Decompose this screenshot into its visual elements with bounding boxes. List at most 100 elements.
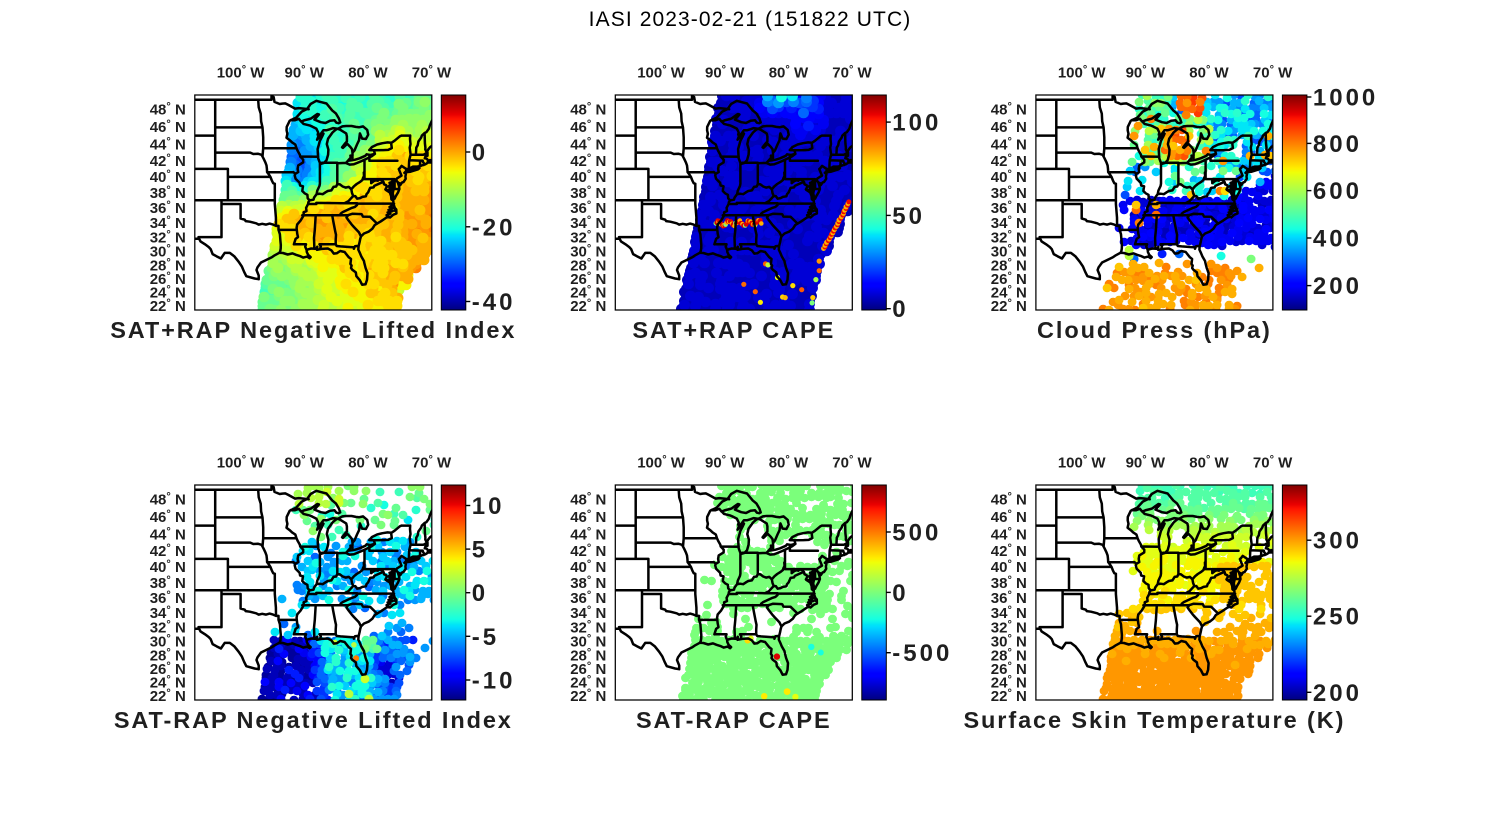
svg-text:42° N: 42° N xyxy=(570,153,606,171)
svg-text:32° N: 32° N xyxy=(570,619,606,637)
svg-text:36° N: 36° N xyxy=(991,200,1027,218)
svg-text:24° N: 24° N xyxy=(150,674,186,692)
svg-text:-500: -500 xyxy=(892,640,952,667)
svg-text:24° N: 24° N xyxy=(570,674,606,692)
svg-text:0: 0 xyxy=(472,580,488,607)
svg-text:28° N: 28° N xyxy=(570,257,606,275)
svg-text:100° W: 100° W xyxy=(1058,454,1107,472)
svg-text:100° W: 100° W xyxy=(217,64,266,82)
svg-text:90° W: 90° W xyxy=(284,64,324,82)
svg-text:38° N: 38° N xyxy=(570,574,606,592)
svg-text:48° N: 48° N xyxy=(570,101,606,119)
svg-text:44° N: 44° N xyxy=(570,526,606,544)
svg-text:44° N: 44° N xyxy=(570,136,606,154)
svg-text:Cloud Press (hPa): Cloud Press (hPa) xyxy=(1037,317,1272,343)
svg-text:400: 400 xyxy=(1313,226,1362,253)
svg-text:50: 50 xyxy=(892,203,925,230)
svg-text:40° N: 40° N xyxy=(991,169,1027,187)
svg-text:48° N: 48° N xyxy=(150,491,186,509)
svg-text:34° N: 34° N xyxy=(150,214,186,232)
svg-text:42° N: 42° N xyxy=(570,543,606,561)
svg-text:30° N: 30° N xyxy=(570,633,606,651)
svg-text:24° N: 24° N xyxy=(991,284,1027,302)
svg-text:0: 0 xyxy=(892,296,908,323)
svg-text:26° N: 26° N xyxy=(991,271,1027,289)
svg-text:42° N: 42° N xyxy=(150,543,186,561)
svg-text:70° W: 70° W xyxy=(412,454,452,472)
svg-text:IASI 2023-02-21 (151822 UTC): IASI 2023-02-21 (151822 UTC) xyxy=(589,8,912,31)
svg-text:26° N: 26° N xyxy=(570,661,606,679)
svg-text:26° N: 26° N xyxy=(150,271,186,289)
svg-text:90° W: 90° W xyxy=(705,454,745,472)
svg-text:40° N: 40° N xyxy=(991,559,1027,577)
svg-text:80° W: 80° W xyxy=(348,454,388,472)
svg-text:22° N: 22° N xyxy=(150,687,186,705)
svg-text:38° N: 38° N xyxy=(150,184,186,202)
svg-text:48° N: 48° N xyxy=(150,101,186,119)
svg-text:46° N: 46° N xyxy=(991,509,1027,527)
svg-text:SAT-RAP Negative Lifted Index: SAT-RAP Negative Lifted Index xyxy=(114,707,513,733)
svg-text:80° W: 80° W xyxy=(769,454,809,472)
svg-text:80° W: 80° W xyxy=(769,64,809,82)
svg-text:30° N: 30° N xyxy=(991,633,1027,651)
svg-text:30° N: 30° N xyxy=(150,243,186,261)
svg-text:90° W: 90° W xyxy=(705,64,745,82)
svg-text:-40: -40 xyxy=(472,289,516,316)
svg-text:34° N: 34° N xyxy=(991,214,1027,232)
svg-text:36° N: 36° N xyxy=(570,590,606,608)
svg-text:46° N: 46° N xyxy=(150,119,186,137)
svg-text:300: 300 xyxy=(1313,528,1362,555)
svg-text:100: 100 xyxy=(892,110,941,137)
svg-text:100° W: 100° W xyxy=(637,454,686,472)
svg-text:100° W: 100° W xyxy=(1058,64,1107,82)
svg-text:0: 0 xyxy=(472,140,488,167)
svg-text:34° N: 34° N xyxy=(570,214,606,232)
svg-text:46° N: 46° N xyxy=(991,119,1027,137)
svg-text:24° N: 24° N xyxy=(991,674,1027,692)
svg-text:38° N: 38° N xyxy=(991,184,1027,202)
svg-text:44° N: 44° N xyxy=(991,136,1027,154)
svg-text:34° N: 34° N xyxy=(570,604,606,622)
svg-text:24° N: 24° N xyxy=(570,284,606,302)
svg-text:42° N: 42° N xyxy=(991,153,1027,171)
svg-text:10: 10 xyxy=(472,493,505,520)
svg-text:800: 800 xyxy=(1313,131,1362,158)
svg-text:0: 0 xyxy=(892,580,908,607)
svg-text:34° N: 34° N xyxy=(150,604,186,622)
svg-text:48° N: 48° N xyxy=(570,491,606,509)
svg-text:44° N: 44° N xyxy=(150,136,186,154)
svg-text:30° N: 30° N xyxy=(570,243,606,261)
svg-text:Surface Skin Temperature (K): Surface Skin Temperature (K) xyxy=(963,707,1345,733)
svg-text:28° N: 28° N xyxy=(150,647,186,665)
svg-text:42° N: 42° N xyxy=(150,153,186,171)
svg-text:22° N: 22° N xyxy=(991,687,1027,705)
svg-text:90° W: 90° W xyxy=(1126,454,1166,472)
svg-text:500: 500 xyxy=(892,520,941,547)
svg-text:46° N: 46° N xyxy=(570,509,606,527)
svg-text:SAT-RAP CAPE: SAT-RAP CAPE xyxy=(636,707,832,733)
svg-text:22° N: 22° N xyxy=(570,297,606,315)
svg-text:80° W: 80° W xyxy=(1189,64,1229,82)
svg-text:34° N: 34° N xyxy=(991,604,1027,622)
svg-text:40° N: 40° N xyxy=(570,169,606,187)
svg-text:28° N: 28° N xyxy=(570,647,606,665)
svg-text:26° N: 26° N xyxy=(570,271,606,289)
svg-text:200: 200 xyxy=(1313,273,1362,300)
svg-text:32° N: 32° N xyxy=(150,229,186,247)
svg-text:38° N: 38° N xyxy=(570,184,606,202)
svg-text:28° N: 28° N xyxy=(150,257,186,275)
svg-text:250: 250 xyxy=(1313,604,1362,631)
svg-text:46° N: 46° N xyxy=(570,119,606,137)
svg-text:80° W: 80° W xyxy=(348,64,388,82)
svg-text:80° W: 80° W xyxy=(1189,454,1229,472)
svg-text:30° N: 30° N xyxy=(150,633,186,651)
svg-text:42° N: 42° N xyxy=(991,543,1027,561)
svg-text:26° N: 26° N xyxy=(150,661,186,679)
svg-text:44° N: 44° N xyxy=(991,526,1027,544)
svg-text:70° W: 70° W xyxy=(1253,454,1293,472)
svg-text:32° N: 32° N xyxy=(991,229,1027,247)
svg-text:100° W: 100° W xyxy=(217,454,266,472)
svg-text:22° N: 22° N xyxy=(570,687,606,705)
svg-text:40° N: 40° N xyxy=(570,559,606,577)
svg-text:48° N: 48° N xyxy=(991,101,1027,119)
